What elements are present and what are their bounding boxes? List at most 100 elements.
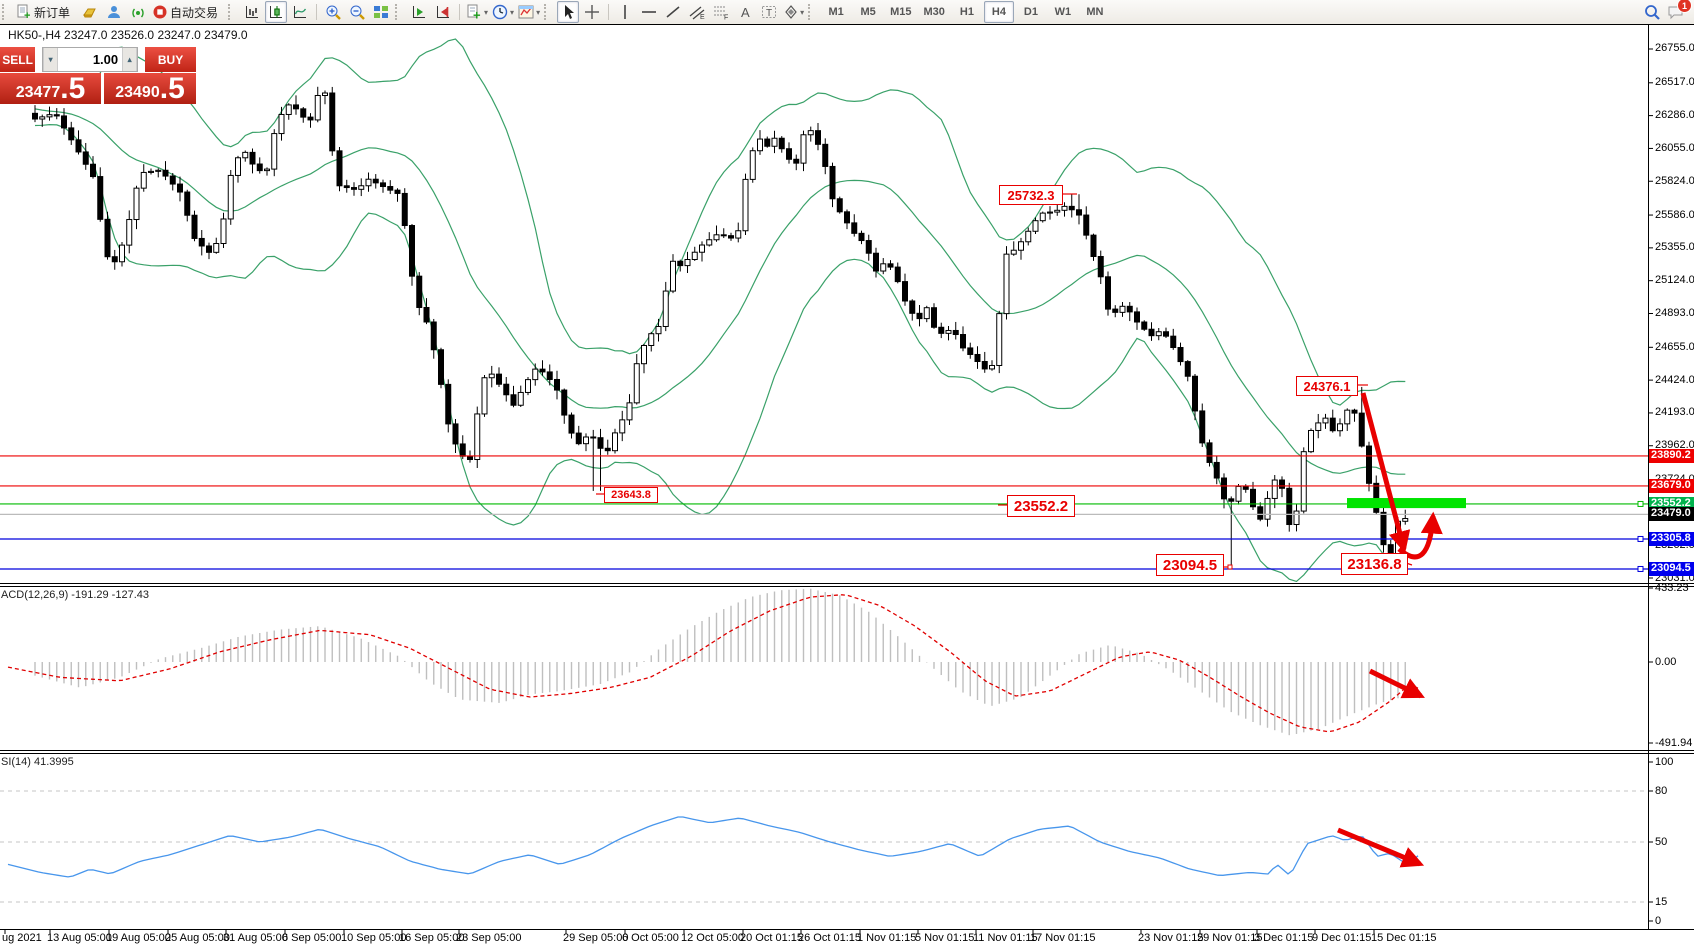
price-annotation-box[interactable]: 23552.2	[1007, 495, 1075, 517]
candle-body	[1010, 249, 1017, 255]
tile-windows-button[interactable]	[370, 1, 392, 23]
bollinger-band	[34, 108, 1406, 475]
price-axis-tick-label: 24424.0	[1655, 373, 1694, 386]
candle-body	[1141, 321, 1148, 330]
cursor-button[interactable]	[557, 1, 580, 23]
price-axis-tick-label: 25824.0	[1655, 174, 1694, 187]
search-button[interactable]	[1641, 1, 1663, 23]
timeframe-d1-button[interactable]: D1	[1023, 6, 1038, 18]
crosshair-button[interactable]	[581, 1, 603, 23]
timeframe-h4-button[interactable]: H4	[983, 1, 1014, 23]
timeframe-mn-button[interactable]: MN	[1086, 6, 1104, 18]
timeframe-m1-button[interactable]: M1	[828, 6, 844, 18]
candle-body	[82, 151, 89, 165]
price-annotation-box[interactable]: 25732.3	[999, 185, 1063, 205]
shapes-tool[interactable]: ▾	[782, 1, 805, 23]
candle-body	[358, 185, 365, 190]
trend-arrow-macd[interactable]	[1368, 668, 1425, 699]
candle-body	[699, 244, 705, 253]
candle-body	[119, 244, 125, 263]
price-axis-tick-label: 25124.0	[1655, 274, 1694, 287]
text-icon: A	[741, 5, 750, 20]
candle-body	[97, 176, 104, 220]
candle-body	[865, 240, 872, 254]
sell-button[interactable]: SELL	[0, 47, 36, 72]
green-zone-rectangle[interactable]	[1347, 498, 1466, 509]
bollinger-band	[34, 38, 1406, 406]
rsi-scale-label: 50	[1655, 835, 1668, 848]
chart-shift-end-button[interactable]	[432, 1, 454, 23]
text-label-tool[interactable]: T	[758, 1, 780, 23]
candlestick-chart-button[interactable]	[265, 1, 288, 23]
channel-tool[interactable]: E	[686, 1, 708, 23]
price-annotation-box[interactable]: 23643.8	[604, 487, 658, 503]
signals-button[interactable]	[127, 1, 149, 23]
sell-price[interactable]: 23477 .5	[0, 73, 101, 104]
tile-windows-icon	[374, 6, 389, 18]
timeframe-h1-button[interactable]: H1	[959, 6, 974, 18]
timeframe-m15-button[interactable]: M15	[890, 6, 912, 18]
toolbar-grip[interactable]	[2, 4, 10, 20]
toolbar-grip[interactable]	[808, 4, 816, 20]
timeframe-m5-button[interactable]: M5	[860, 6, 876, 18]
chart-shift-button[interactable]	[408, 1, 430, 23]
line-chart-icon	[294, 6, 307, 18]
candle-body	[735, 230, 742, 239]
candle-body	[720, 234, 727, 237]
vertical-line-tool[interactable]	[614, 1, 636, 23]
horizontal-line-tool[interactable]	[638, 1, 660, 23]
chart-area[interactable]	[0, 25, 1694, 946]
candle-body	[198, 237, 205, 247]
periods-button[interactable]: ▾	[491, 1, 515, 23]
line-handle[interactable]	[1637, 565, 1644, 572]
trend-arrow-rsi[interactable]	[1337, 827, 1425, 868]
text-tool[interactable]: A	[734, 1, 756, 23]
zoom-in-button[interactable]	[322, 1, 344, 23]
toolbar-grip[interactable]	[395, 4, 403, 20]
rsi-panel-separator[interactable]	[0, 750, 1694, 751]
add-indicator-button[interactable]: + ▾	[465, 1, 489, 23]
volume-increase-button[interactable]: ▴	[122, 48, 138, 71]
price-annotation-box[interactable]: 24376.1	[1296, 376, 1358, 396]
line-handle[interactable]	[1637, 535, 1644, 542]
templates-button[interactable]: ▾	[517, 1, 541, 23]
time-axis-label: 1 Nov 01:15	[857, 932, 917, 944]
bar-chart-button[interactable]	[241, 1, 263, 23]
bollinger-band	[34, 123, 1406, 582]
candle-body	[1271, 479, 1278, 499]
notifications-button[interactable]: 1	[1665, 0, 1692, 23]
time-axis-label: 20 Oct 01:15	[740, 932, 803, 944]
gold-button[interactable]	[79, 1, 101, 23]
candle-body	[641, 344, 647, 365]
price-annotation-box[interactable]: 23094.5	[1156, 554, 1224, 576]
candle-body	[539, 368, 546, 373]
candle-body	[757, 138, 763, 152]
price-annotation-box[interactable]: 23136.8	[1341, 553, 1408, 575]
buy-price[interactable]: 23490 .5	[104, 73, 196, 104]
toolbar-divider	[0, 24, 1694, 25]
new-order-button[interactable]: + 新订单	[15, 1, 77, 23]
rsi-line	[7, 816, 1419, 878]
macd-indicator-label: ACD(12,26,9) -191.29 -127.43	[1, 589, 149, 601]
trend-arrow-main[interactable]	[1397, 511, 1443, 560]
auto-trading-button[interactable]: 自动交易	[151, 1, 225, 23]
candle-body	[858, 232, 865, 242]
toolbar-grip[interactable]	[228, 4, 236, 20]
toolbar-grip[interactable]	[544, 4, 552, 20]
candle-body	[177, 183, 183, 193]
timeframe-m30-button[interactable]: M30	[923, 6, 945, 18]
volume-input[interactable]: 1.00	[92, 52, 119, 67]
buy-button[interactable]: BUY	[145, 47, 196, 72]
line-handle[interactable]	[1637, 500, 1644, 507]
profile-button[interactable]	[103, 1, 125, 23]
zoom-out-button[interactable]	[346, 1, 368, 23]
annotation-anchor-square[interactable]	[1227, 564, 1233, 570]
line-chart-button[interactable]	[289, 1, 311, 23]
macd-panel-separator[interactable]	[0, 583, 1694, 584]
trend-arrow-main[interactable]	[1360, 392, 1411, 554]
fibonacci-tool[interactable]: F	[710, 1, 732, 23]
volume-decrease-button[interactable]: ▾	[43, 48, 59, 71]
horizontal-line-icon	[642, 11, 657, 13]
timeframe-w1-button[interactable]: W1	[1054, 6, 1072, 18]
trendline-tool[interactable]	[662, 1, 684, 23]
